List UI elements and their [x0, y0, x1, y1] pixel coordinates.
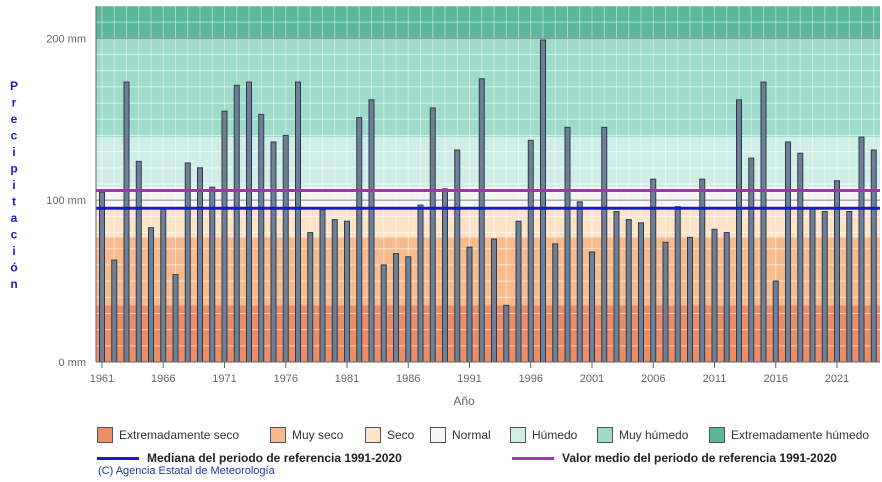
bar-2006	[650, 178, 657, 363]
bar-1996	[527, 139, 534, 363]
x-tick-label: 2011	[703, 373, 727, 385]
bar-1982	[356, 117, 363, 363]
bar-2004	[625, 219, 632, 363]
bar-2015	[760, 81, 767, 363]
x-tick-label: 2006	[641, 373, 665, 385]
x-tick-label: 1996	[519, 373, 543, 385]
bar-1978	[307, 232, 314, 363]
credit-text: (C) Agencia Estatal de Meteorología	[98, 465, 275, 477]
bar-1970	[209, 186, 216, 363]
bar-1977	[295, 81, 301, 363]
bar-1985	[393, 253, 399, 363]
bar-1969	[197, 167, 203, 363]
bar-2000	[576, 201, 583, 363]
bar-1980	[331, 219, 338, 363]
x-tick-label: 1966	[151, 373, 175, 385]
bar-1983	[368, 99, 375, 363]
bar-2013	[736, 99, 742, 363]
bar-2012	[723, 232, 730, 363]
bar-1988	[429, 107, 436, 363]
bar-2007	[662, 241, 669, 363]
bar-1965	[148, 227, 154, 363]
bar-1961	[99, 191, 105, 363]
bar-1967	[172, 274, 179, 363]
bar-2009	[687, 236, 693, 363]
x-tick-label: 1991	[457, 373, 481, 385]
bar-1973	[246, 81, 252, 363]
x-tick-label: 1976	[274, 373, 298, 385]
bar-1975	[270, 141, 277, 363]
x-tick-label: 1981	[335, 373, 359, 385]
bar-2010	[699, 178, 706, 363]
bar-2001	[589, 251, 595, 363]
bar-1974	[258, 113, 265, 363]
y-tick-label: 0 mm	[59, 357, 87, 369]
band-3	[96, 187, 880, 210]
x-tick-label: 1986	[396, 373, 420, 385]
bar-2016	[772, 280, 779, 363]
bar-1966	[160, 207, 167, 363]
bar-1962	[111, 259, 118, 363]
bar-1998	[552, 243, 559, 363]
bar-2005	[638, 222, 644, 363]
bar-1971	[221, 110, 228, 363]
bar-1997	[540, 39, 546, 363]
bar-1993	[491, 238, 497, 363]
bar-2019	[809, 207, 816, 363]
bar-1976	[282, 134, 289, 363]
x-tick-label: 2016	[764, 373, 788, 385]
bar-2020	[821, 211, 828, 363]
bar-1986	[405, 256, 412, 363]
bar-1989	[442, 188, 448, 363]
x-tick-label: 2021	[825, 373, 849, 385]
x-axis-label: Año	[453, 394, 475, 408]
bar-1984	[380, 264, 387, 363]
y-tick-label: 100 mm	[46, 195, 86, 207]
axes: 0 mm 100 mm 200 mm 1961 1966 1971 1976 1981 1986…	[46, 6, 880, 385]
bar-2024	[870, 149, 877, 363]
y-tick-label: 200 mm	[46, 33, 86, 45]
x-tick-label: 1971	[212, 373, 236, 385]
bar-1991	[466, 246, 473, 363]
bar-1981	[344, 220, 350, 363]
bar-1972	[233, 84, 240, 363]
bar-2022	[846, 211, 853, 363]
bar-1990	[454, 149, 461, 363]
x-tick-label: 2001	[580, 373, 604, 385]
bar-1999	[564, 126, 571, 363]
reference-lines	[96, 188, 880, 210]
bar-2014	[748, 157, 755, 363]
bar-1995	[515, 220, 522, 363]
bar-1992	[478, 78, 485, 363]
bar-1987	[417, 204, 424, 363]
bar-1968	[184, 162, 191, 363]
bar-1979	[319, 209, 326, 363]
x-tick-label: 1961	[90, 373, 114, 385]
bar-2002	[601, 126, 608, 363]
bar-2017	[785, 141, 791, 363]
bar-1963	[123, 81, 130, 363]
bar-2011	[711, 228, 718, 363]
bar-2003	[613, 211, 620, 363]
bar-2023	[858, 136, 865, 363]
bar-2018	[797, 152, 804, 363]
bar-1994	[503, 304, 510, 363]
bar-2008	[674, 206, 681, 363]
